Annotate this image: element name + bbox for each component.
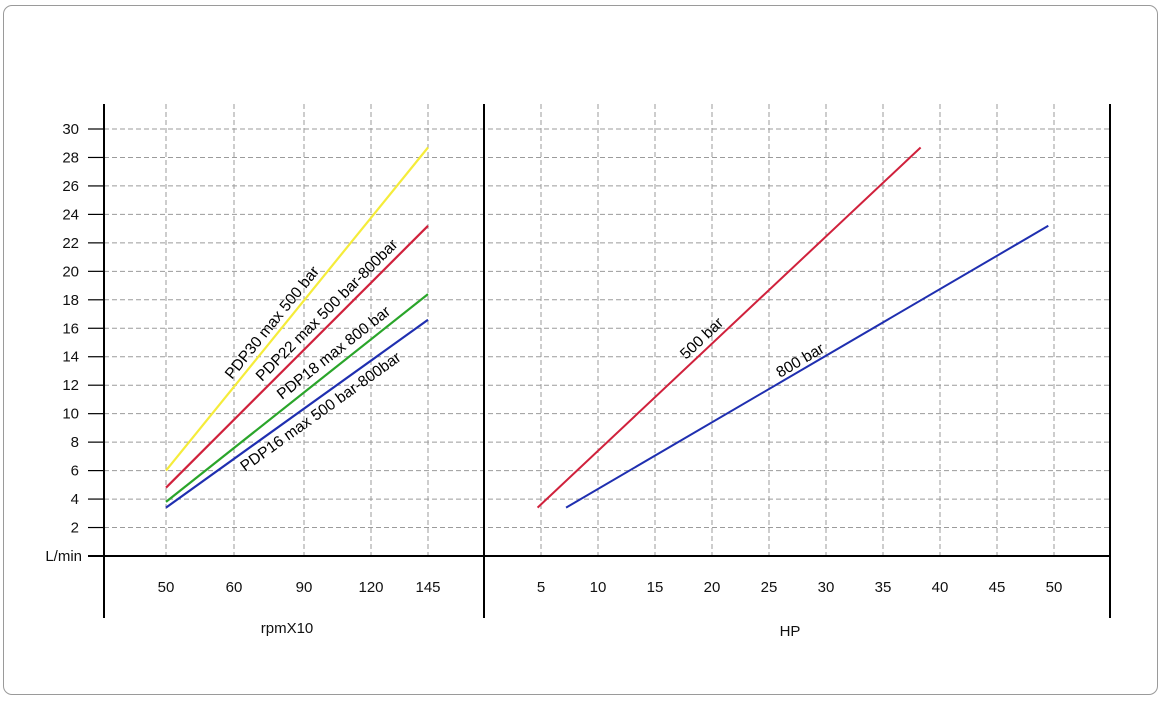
x-axis-label: HP <box>780 623 801 640</box>
series-line <box>565 224 1049 509</box>
y-tick-label: 18 <box>62 292 79 309</box>
x-axis-label: rpmX10 <box>261 620 314 637</box>
y-tick-label: 4 <box>71 491 79 508</box>
x-tick-label: 40 <box>932 579 949 596</box>
y-tick-label: 12 <box>62 377 79 394</box>
series-line <box>165 318 429 509</box>
y-tick-label: 8 <box>71 434 79 451</box>
x-tick-label: 30 <box>818 579 835 596</box>
x-tick-label: 10 <box>590 579 607 596</box>
y-tick-label: 26 <box>62 178 79 195</box>
x-tick-label: 145 <box>415 579 440 596</box>
series-label: 800 bar <box>773 340 827 381</box>
y-tick-label: 16 <box>62 320 79 337</box>
y-tick-label: 24 <box>62 206 79 223</box>
x-tick-label: 20 <box>704 579 721 596</box>
x-tick-label: 15 <box>647 579 664 596</box>
series-line <box>165 146 429 472</box>
x-tick-label: 45 <box>989 579 1006 596</box>
series-line <box>165 293 429 503</box>
y-tick-label: 14 <box>62 349 79 366</box>
y-tick-label: 28 <box>62 149 79 166</box>
x-tick-label: 120 <box>358 579 383 596</box>
y-tick-label: 2 <box>71 520 79 537</box>
y-tick-label: 20 <box>62 263 79 280</box>
x-tick-label: 35 <box>875 579 892 596</box>
x-tick-label: 90 <box>296 579 313 596</box>
series-label: 500 bar <box>677 315 727 363</box>
y-tick-label: 22 <box>62 235 79 252</box>
y-tick-label: 10 <box>62 406 79 423</box>
series-line <box>536 146 922 509</box>
grid <box>104 104 1110 556</box>
chart-frame <box>3 5 1158 695</box>
y-tick-label: 30 <box>62 121 79 138</box>
y-axis-label: L/min <box>45 548 82 565</box>
x-tick-label: 50 <box>158 579 175 596</box>
x-tick-label: 25 <box>761 579 778 596</box>
series-line <box>165 225 429 489</box>
y-tick-label: 6 <box>71 463 79 480</box>
x-tick-label: 5 <box>537 579 545 596</box>
x-tick-label: 50 <box>1046 579 1063 596</box>
x-tick-label: 60 <box>226 579 243 596</box>
